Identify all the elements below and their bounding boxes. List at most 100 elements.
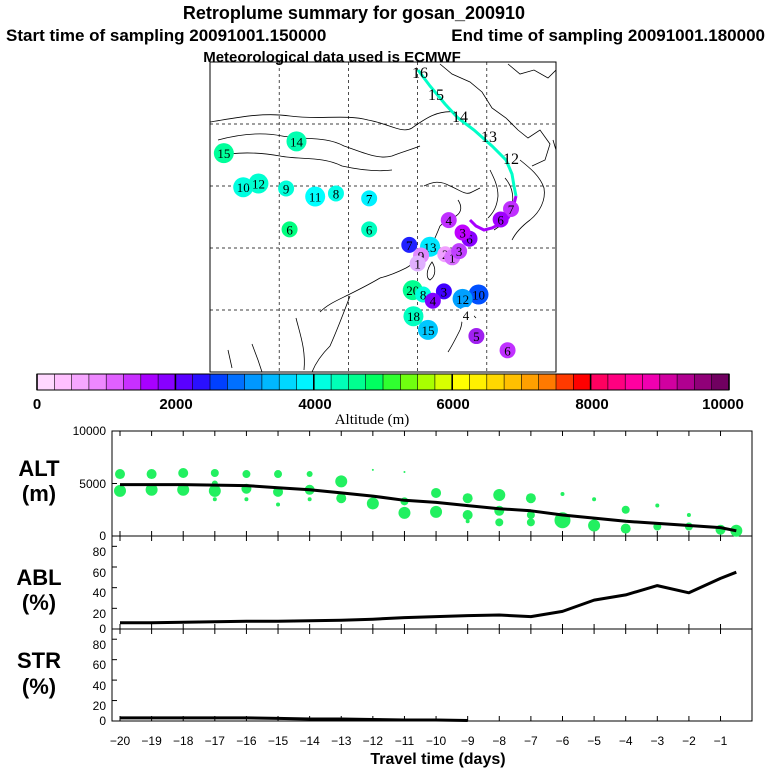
colorbar-tick-labels: 0 2000 4000 6000 8000 10000 (33, 396, 744, 413)
x-tick-label: −20 (110, 734, 131, 748)
x-axis-label: Travel time (days) (370, 751, 505, 768)
colorbar-swatch (331, 374, 349, 390)
colorbar-swatch (279, 374, 297, 390)
cluster-marker: 1 (409, 255, 426, 272)
alt-point (686, 513, 691, 517)
colorbar-swatch (244, 374, 263, 390)
cluster-label: 5 (473, 329, 480, 344)
alt-point (430, 505, 443, 518)
x-tick-labels: −20 −19 −18 −17 −16 −15 −14 −13 −12 −11 −10 −9 −8 −7 −… (110, 734, 728, 748)
colorbar-frame (36, 373, 730, 391)
alt-y-tick-labels: 10000 5000 0 (73, 424, 107, 543)
cluster-dot (361, 221, 378, 238)
cluster-dot (248, 173, 269, 194)
alt-point (146, 469, 157, 480)
cluster-dot (435, 283, 452, 300)
cluster-marker: 3 (454, 224, 471, 241)
alt-point (398, 506, 411, 519)
alt-point (145, 483, 158, 496)
abl-ytick-80: 80 (93, 545, 107, 559)
cluster-label: 6 (366, 222, 373, 237)
alt-point (525, 493, 536, 504)
cluster-label: 15 (421, 323, 434, 338)
cluster-marker: 4 (424, 292, 441, 309)
colorbar-swatch (296, 374, 315, 390)
cluster-dot (499, 342, 516, 359)
colorbar-swatch (694, 374, 713, 390)
colorbar-swatch (140, 374, 159, 390)
alt-point (276, 502, 281, 507)
alt-point (526, 518, 535, 527)
alt-point (621, 505, 630, 514)
str-ytick-60: 60 (93, 658, 107, 672)
cluster-label: 3 (441, 284, 448, 299)
colorbar-swatch (227, 374, 245, 390)
figure-title: Retroplume summary for gosan_200910 (183, 3, 525, 23)
colorbar-swatch (486, 374, 505, 390)
x-tick-label: −14 (299, 734, 320, 748)
cluster-dot (503, 200, 520, 217)
str-ytick-20: 20 (93, 699, 107, 713)
str-ytick-80: 80 (93, 638, 107, 652)
panel-frames (111, 430, 753, 722)
colorbar-swatch (261, 374, 280, 390)
cluster-marker: 11 (305, 186, 326, 207)
colorbar-swatch (590, 374, 609, 390)
alt-point (588, 519, 601, 532)
abl-ytick-40: 40 (93, 586, 107, 600)
colorbar-swatch (400, 374, 418, 390)
cluster-label: 1 (449, 250, 456, 265)
colorbar-swatch (37, 374, 55, 390)
alt-point (208, 484, 221, 497)
alt-ytick-5000: 5000 (79, 477, 106, 491)
alt-point (212, 497, 217, 502)
cluster-dot (452, 288, 473, 309)
x-tick-label: −11 (395, 734, 415, 748)
x-tick-label: −4 (619, 734, 633, 748)
altitude-colorbar (36, 373, 730, 391)
cb-tick-0: 0 (33, 396, 41, 413)
x-tick-label: −13 (331, 734, 352, 748)
cluster-marker: 4 (458, 306, 475, 323)
str-ytick-40: 40 (93, 679, 107, 693)
colorbar-swatch (192, 374, 211, 390)
alt-point (431, 487, 442, 498)
colorbar-swatch (123, 374, 142, 390)
colorbar-swatch (607, 374, 626, 390)
alt-point (493, 489, 506, 502)
colorbar-swatch (106, 374, 124, 390)
abl-panel-unit: (%) (22, 590, 56, 615)
x-tick-label: −1 (714, 734, 728, 748)
traj-label-15: 15 (428, 87, 444, 104)
cluster-label: 12 (456, 292, 469, 307)
cb-tick-10000: 10000 (702, 396, 744, 413)
x-tick-label: −18 (173, 734, 194, 748)
alt-panel-name: ALT (18, 456, 60, 481)
series-lines (120, 483, 737, 722)
cluster-marker: 14 (286, 131, 307, 152)
cluster-marker: 10 (468, 284, 489, 305)
colorbar-swatch (538, 374, 557, 390)
x-tick-label: −9 (461, 734, 475, 748)
x-tick-label: −2 (682, 734, 696, 748)
cluster-marker: 7 (361, 190, 378, 207)
cluster-marker: 15 (213, 143, 234, 164)
cluster-dot (233, 177, 254, 198)
alt-point (655, 503, 660, 508)
colorbar-swatch (452, 374, 470, 390)
abl-line (120, 570, 737, 625)
start-time-text: Start time of sampling 20091001.150000 (6, 26, 326, 45)
colorbar-swatch (88, 374, 107, 390)
x-tick-label: −5 (587, 734, 601, 748)
alt-point (177, 483, 190, 496)
x-tick-label: −8 (492, 734, 506, 748)
x-tick-label: −12 (363, 734, 384, 748)
cluster-label: 10 (237, 180, 250, 195)
cb-tick-6000: 6000 (436, 396, 469, 413)
cluster-dot (454, 224, 471, 241)
cluster-label: 7 (366, 191, 373, 206)
cluster-label: 7 (508, 202, 515, 217)
cluster-label: 8 (333, 186, 340, 201)
cluster-label: 3 (456, 244, 463, 259)
traj-label-16: 16 (412, 65, 428, 82)
